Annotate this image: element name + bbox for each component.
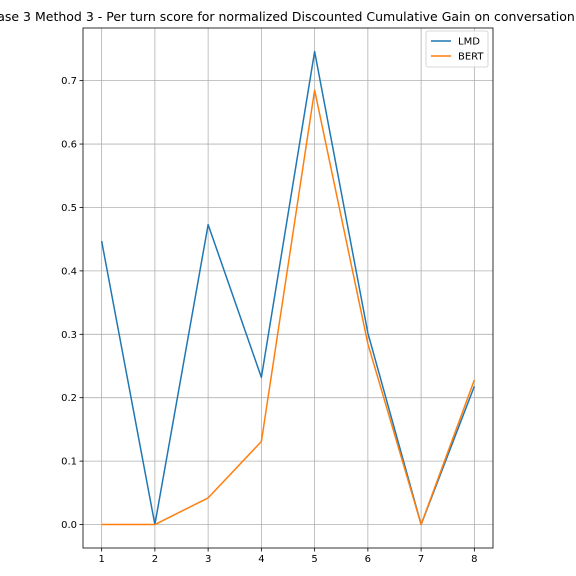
x-tick-label: 6 — [365, 554, 371, 565]
x-tick-label: 2 — [152, 554, 158, 565]
x-tick-label: 8 — [471, 554, 477, 565]
legend-label-bert: BERT — [458, 52, 484, 63]
chart-title: hase 3 Method 3 - Per turn score for nor… — [0, 9, 576, 24]
y-tick-label: 0.2 — [61, 393, 77, 404]
plot-area-frame — [82, 27, 494, 549]
x-tick-label: 1 — [98, 554, 104, 565]
y-tick-label: 0.1 — [61, 457, 77, 468]
series-lines — [100, 50, 476, 526]
legend-label-lmd: LMD — [458, 37, 480, 48]
x-tick-label: 3 — [205, 554, 211, 565]
y-axis-ticks: 0.0 0.1 0.2 0.3 0.4 0.5 0.6 0.7 — [61, 76, 83, 531]
y-tick-label: 0.5 — [61, 203, 77, 214]
x-tick-label: 4 — [258, 554, 264, 565]
series-line-bert — [101, 89, 476, 526]
y-tick-label: 0.7 — [61, 76, 77, 87]
x-axis-ticks: 1 2 3 4 5 6 7 8 — [98, 548, 478, 565]
y-tick-label: 0.0 — [61, 520, 77, 531]
y-tick-label: 0.3 — [61, 330, 77, 341]
grid — [83, 28, 493, 548]
legend: LMD BERT — [425, 30, 489, 68]
x-tick-label: 5 — [311, 554, 317, 565]
legend-box — [425, 30, 489, 68]
y-tick-label: 0.6 — [61, 140, 77, 151]
x-tick-label: 7 — [418, 554, 424, 565]
series-line-lmd — [100, 50, 476, 526]
y-tick-label: 0.4 — [61, 266, 77, 277]
